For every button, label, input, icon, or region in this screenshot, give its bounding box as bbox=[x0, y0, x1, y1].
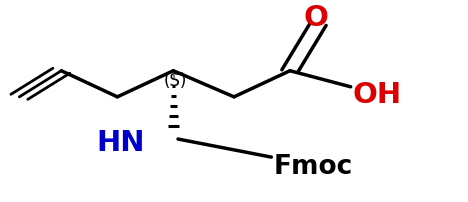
Text: O: O bbox=[303, 4, 328, 32]
Text: HN: HN bbox=[97, 128, 146, 156]
Text: (S): (S) bbox=[164, 72, 187, 89]
Text: OH: OH bbox=[353, 80, 402, 108]
Text: Fmoc: Fmoc bbox=[274, 153, 353, 179]
